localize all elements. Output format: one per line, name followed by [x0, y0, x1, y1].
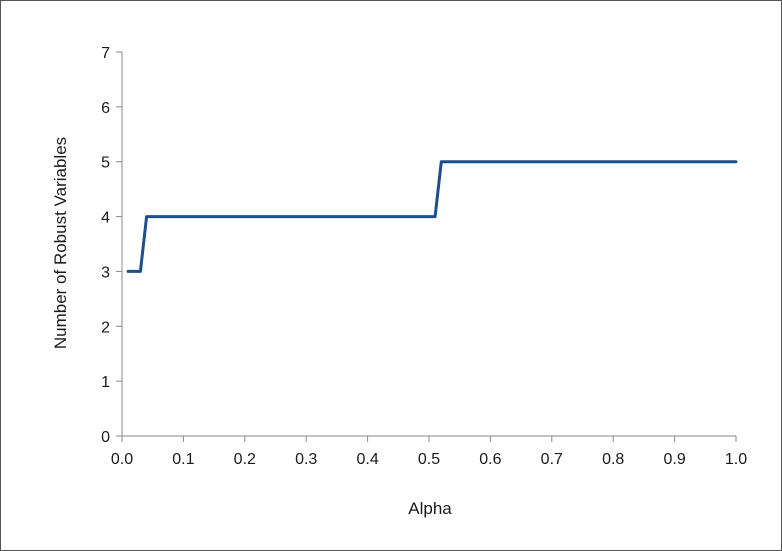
x-tick-label: 1.0 [725, 451, 747, 468]
x-axis-label: Alpha [408, 499, 452, 518]
x-tick-label: 0.9 [663, 451, 685, 468]
x-axis: 0.0 0.1 0.2 0.3 0.4 0.5 0.6 0.7 0.8 0.9 1.0 [111, 435, 747, 468]
y-tick-label: 3 [101, 264, 110, 281]
x-tick-label: 0.1 [172, 451, 194, 468]
x-tick-label: 0.5 [418, 451, 440, 468]
y-tick-label: 5 [101, 155, 110, 172]
series-group [126, 160, 738, 273]
y-tick-label: 6 [101, 100, 110, 117]
y-tick-label: 1 [101, 374, 110, 391]
y-axis-label: Number of Robust Variables [51, 137, 70, 349]
y-axis: 0 1 2 3 4 5 6 7 [101, 45, 123, 446]
y-tick-label: 4 [101, 210, 110, 227]
y-tick-label: 0 [101, 429, 110, 446]
x-tick-label: 0.4 [356, 451, 378, 468]
x-tick-label: 0.8 [602, 451, 624, 468]
x-tick-label: 0.7 [541, 451, 563, 468]
y-tick-label: 2 [101, 319, 110, 336]
x-tick-label: 0.6 [479, 451, 501, 468]
x-tick-label: 0.0 [111, 451, 133, 468]
x-tick-label: 0.2 [234, 451, 256, 468]
y-tick-label: 7 [101, 45, 110, 62]
series-line [126, 160, 738, 273]
x-tick-label: 0.3 [295, 451, 317, 468]
